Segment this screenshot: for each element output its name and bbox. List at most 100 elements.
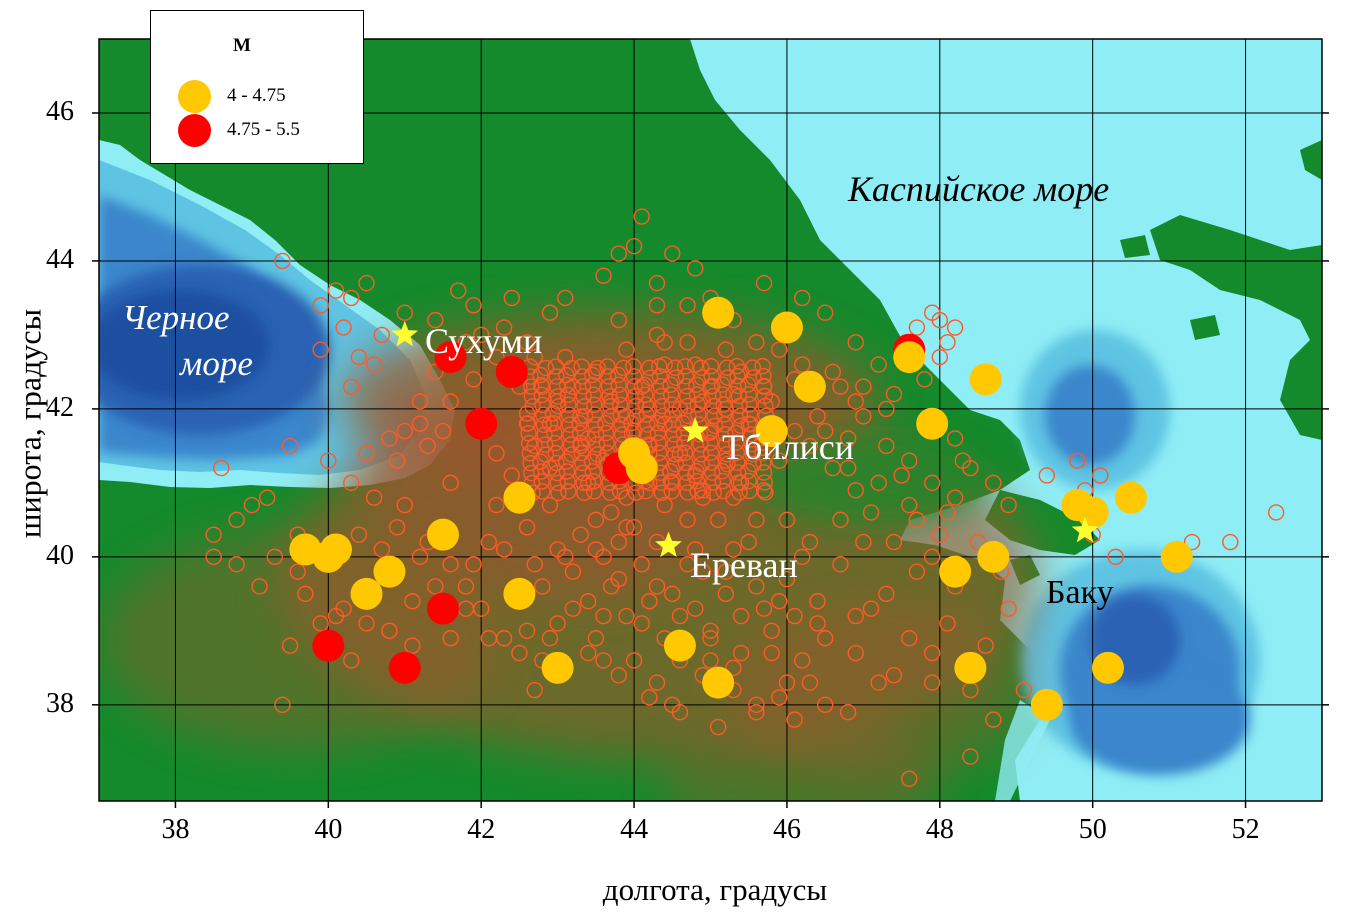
quake-small-marker <box>281 637 299 654</box>
quake-small-marker <box>627 388 644 405</box>
quake-small-marker <box>731 484 748 501</box>
quake-small-marker <box>855 408 872 425</box>
quake-small-marker <box>557 289 574 307</box>
quake-small-marker <box>633 556 650 573</box>
quake-small-marker <box>692 359 710 376</box>
quake-small-marker <box>618 519 635 536</box>
quake-small-marker <box>546 425 563 442</box>
quake-small-marker <box>599 368 617 385</box>
quake-small-marker <box>893 467 910 484</box>
quake-small-marker <box>702 622 719 640</box>
quake-small-marker <box>1000 600 1017 617</box>
quake-small-marker <box>755 274 773 292</box>
quake-small-marker <box>427 363 444 381</box>
quake-small-marker <box>916 371 933 388</box>
quake-small-marker <box>343 652 360 669</box>
quake-small-marker <box>679 334 696 351</box>
quake-small-marker <box>651 358 668 375</box>
quake-small-marker <box>532 463 550 480</box>
quake-small-marker <box>404 637 421 654</box>
quake-small-marker <box>580 644 597 662</box>
quake-small-marker <box>794 548 811 566</box>
quake-small-marker <box>534 406 552 424</box>
quake-small-marker <box>709 718 727 736</box>
city-markers <box>391 320 1099 558</box>
quake-small-marker <box>694 563 712 580</box>
quake-small-marker <box>574 464 592 482</box>
quake-small-marker <box>714 386 732 403</box>
quake-small-marker <box>809 408 826 425</box>
quake-m4-marker <box>1114 481 1147 514</box>
quake-small-marker <box>969 533 987 551</box>
city-star-icon <box>1071 517 1099 543</box>
quake-small-marker <box>465 297 482 314</box>
earthquakes-large <box>289 296 1193 721</box>
quake-small-marker <box>678 474 696 491</box>
quake-small-marker <box>404 593 421 610</box>
quake-small-marker <box>729 454 746 471</box>
quake-small-marker <box>524 398 541 415</box>
quake-small-marker <box>664 245 681 262</box>
quake-small-marker <box>534 578 551 595</box>
quake-small-marker <box>205 548 222 566</box>
quake-small-marker <box>667 369 685 386</box>
quake-small-marker <box>559 473 576 490</box>
quake-small-marker <box>757 484 774 501</box>
quake-small-marker <box>702 444 720 461</box>
terrain-background <box>99 39 1322 801</box>
quake-small-marker <box>755 377 773 395</box>
quake-small-marker <box>595 652 612 669</box>
quake-small-marker <box>480 533 498 551</box>
quake-small-marker <box>771 452 788 469</box>
quake-small-marker <box>740 386 757 403</box>
quake-small-marker <box>756 474 773 491</box>
quake-small-marker <box>832 511 849 529</box>
quake-small-marker <box>1107 548 1124 566</box>
city-star-icon <box>391 320 419 347</box>
quake-small-marker <box>518 334 536 351</box>
quake-small-marker <box>213 459 230 477</box>
quake-small-marker <box>794 289 811 307</box>
quake-small-marker <box>756 387 773 405</box>
quake-small-marker <box>564 600 582 617</box>
quake-small-marker <box>550 484 567 502</box>
quake-small-marker <box>1183 533 1201 551</box>
quake-small-marker <box>396 496 413 514</box>
quake-small-marker <box>687 600 704 617</box>
quake-small-marker <box>602 504 620 521</box>
y-tick-label: 44 <box>46 243 74 275</box>
quake-small-marker <box>809 615 826 632</box>
quake-small-marker <box>627 484 645 501</box>
quake-small-marker <box>457 334 475 351</box>
legend-item-m475: 4.75 - 5.5 <box>178 113 300 147</box>
quake-small-marker <box>693 369 710 386</box>
quake-m4-marker <box>503 577 536 610</box>
quake-small-marker <box>585 483 603 500</box>
quake-small-marker <box>610 376 627 394</box>
quake-small-marker <box>472 326 490 344</box>
quake-small-marker <box>740 472 757 490</box>
quake-small-marker <box>801 533 819 551</box>
quake-small-marker <box>289 563 306 580</box>
quake-small-marker <box>584 463 602 480</box>
quake-small-marker <box>748 696 765 714</box>
city-star-icon <box>681 417 709 443</box>
quake-small-marker <box>358 615 375 632</box>
quake-small-marker <box>1222 533 1239 551</box>
quake-small-marker <box>537 446 555 463</box>
quake-small-marker <box>612 406 629 423</box>
quake-small-marker <box>648 674 666 691</box>
quake-small-marker <box>618 489 635 506</box>
quake-small-marker <box>653 474 670 491</box>
y-tick-label: 46 <box>46 95 74 127</box>
quake-small-marker <box>523 388 541 405</box>
quake-small-marker <box>744 359 762 376</box>
quake-small-marker <box>748 704 765 721</box>
quake-small-marker <box>546 434 564 452</box>
quake-small-marker <box>704 377 721 395</box>
quake-small-marker <box>908 563 926 580</box>
quake-small-marker <box>743 436 761 453</box>
quake-small-marker <box>939 504 956 521</box>
quake-small-marker <box>678 377 695 395</box>
quake-small-marker <box>847 482 864 499</box>
